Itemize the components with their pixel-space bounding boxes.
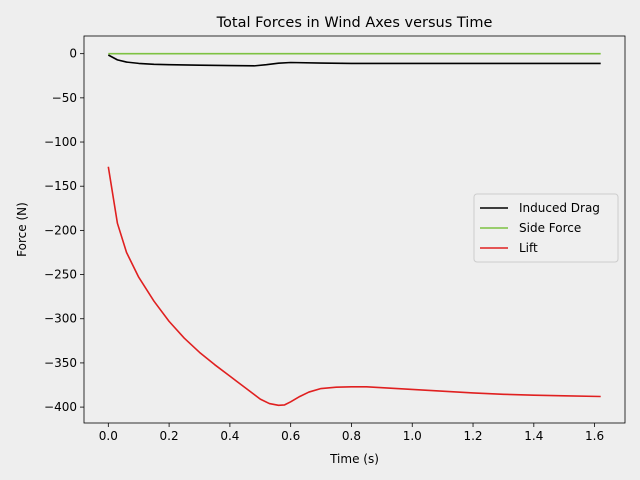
y-tick-label: −400 — [44, 400, 77, 414]
x-axis-ticks: 0.0 0.2 0.4 0.6 0.8 1.0 1.2 1.4 1.6 — [99, 423, 604, 443]
y-tick-label: −100 — [44, 135, 77, 149]
x-tick-label: 0.2 — [160, 429, 179, 443]
x-tick-label: 1.2 — [463, 429, 482, 443]
x-axis-label: Time (s) — [329, 452, 379, 466]
x-tick-label: 0.0 — [99, 429, 118, 443]
plot-area — [107, 52, 601, 407]
series-line-induced-drag — [107, 54, 601, 67]
series-line-lift — [107, 166, 601, 407]
legend-label-side-force: Side Force — [519, 221, 581, 235]
x-tick-label: 1.4 — [524, 429, 543, 443]
y-tick-label: −350 — [44, 356, 77, 370]
y-tick-label: 0 — [69, 47, 77, 61]
y-tick-label: −50 — [52, 91, 77, 105]
y-axis-label: Force (N) — [15, 202, 29, 257]
y-tick-label: −150 — [44, 179, 77, 193]
y-axis-ticks: 0 −50 −100 −150 −200 −250 −300 −350 −400 — [44, 47, 84, 414]
legend-box — [473, 193, 619, 263]
axes-frame — [83, 35, 626, 424]
legend-label-induced-drag: Induced Drag — [519, 201, 600, 215]
y-tick-label: −200 — [44, 223, 77, 237]
x-tick-label: 0.6 — [281, 429, 300, 443]
y-tick-label: −300 — [44, 312, 77, 326]
x-tick-label: 0.8 — [342, 429, 361, 443]
legend-label-lift: Lift — [519, 241, 538, 255]
chart-title: Total Forces in Wind Axes versus Time — [216, 15, 493, 31]
y-tick-label: −250 — [44, 268, 77, 282]
x-tick-label: 0.4 — [220, 429, 239, 443]
legend: Induced Drag Side Force Lift — [473, 193, 619, 263]
x-tick-label: 1.6 — [585, 429, 604, 443]
x-tick-label: 1.0 — [403, 429, 422, 443]
